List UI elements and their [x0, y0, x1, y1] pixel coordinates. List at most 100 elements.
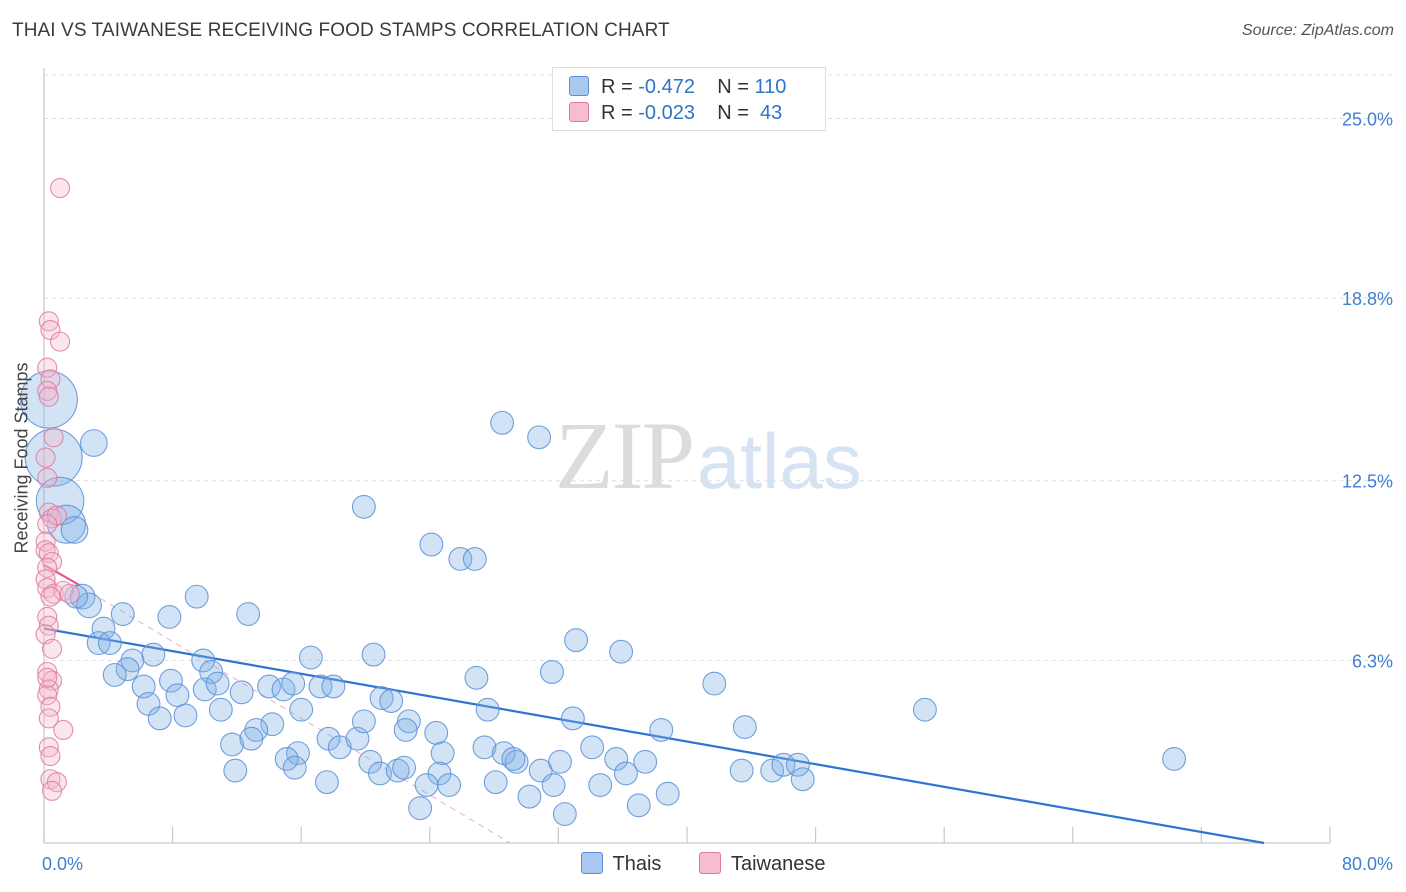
- data-point: [541, 773, 566, 797]
- series-legend: Thais Taiwanese: [0, 852, 1406, 876]
- data-point: [548, 749, 572, 774]
- data-point: [37, 685, 58, 706]
- data-point: [655, 781, 680, 806]
- data-point: [448, 547, 473, 571]
- trend-line-taiwanese: [43, 563, 80, 587]
- data-point: [64, 584, 89, 609]
- data-point: [208, 697, 233, 722]
- data-point: [369, 686, 394, 711]
- series-taiwanese: [35, 177, 80, 801]
- data-point: [424, 720, 449, 745]
- legend-item-thais[interactable]: Thais: [580, 852, 661, 876]
- data-point: [626, 793, 651, 818]
- data-point: [464, 665, 489, 690]
- data-point: [527, 425, 552, 450]
- legend-item-taiwanese[interactable]: Taiwanese: [698, 852, 825, 876]
- tick-labels: 6.3% 12.5% 18.8% 25.0% 0.0% 80.0%: [42, 109, 1393, 874]
- legend-n-value: 110: [754, 76, 787, 98]
- data-point: [430, 741, 455, 766]
- data-point: [385, 758, 410, 783]
- data-point: [260, 712, 285, 737]
- data-point: [281, 671, 306, 696]
- data-point: [351, 709, 376, 734]
- data-point: [220, 732, 245, 757]
- data-point: [97, 631, 122, 655]
- data-point: [504, 749, 529, 774]
- data-point: [490, 410, 515, 435]
- data-point: [53, 719, 74, 741]
- data-point: [46, 504, 87, 544]
- data-point: [314, 770, 339, 795]
- legend-row-thais: R = -0.472 N = 110: [569, 76, 786, 100]
- data-point: [157, 604, 182, 629]
- data-point: [35, 531, 56, 552]
- watermark: ZIPatlas: [555, 400, 862, 511]
- data-point: [159, 668, 183, 693]
- legend-swatch-thais: [569, 76, 589, 96]
- data-point: [257, 674, 281, 699]
- data-point: [38, 737, 59, 758]
- legend-n-label: N =: [717, 76, 749, 98]
- data-point: [165, 683, 190, 708]
- data-point: [192, 677, 217, 702]
- data-point: [76, 592, 102, 619]
- data-point: [37, 514, 58, 535]
- data-point: [760, 758, 785, 783]
- data-point: [475, 697, 500, 722]
- data-point: [462, 547, 487, 571]
- data-point: [184, 584, 209, 609]
- data-point: [37, 357, 58, 378]
- trend-line-thais: [43, 627, 1265, 845]
- source-label: Source: ZipAtlas.com: [1241, 22, 1394, 39]
- data-point: [38, 311, 59, 332]
- data-point: [60, 516, 89, 544]
- data-point: [912, 697, 937, 722]
- data-point: [147, 706, 172, 731]
- data-point: [40, 746, 61, 767]
- data-point: [361, 642, 386, 667]
- data-point: [38, 386, 59, 407]
- data-point: [43, 427, 64, 448]
- data-point: [327, 735, 352, 760]
- data-point: [19, 370, 78, 429]
- data-point: [37, 467, 58, 488]
- legend-swatch-thais: [580, 852, 603, 874]
- data-point: [59, 583, 80, 604]
- data-point: [239, 726, 264, 751]
- data-point: [419, 532, 444, 557]
- data-point: [141, 642, 166, 667]
- data-point: [223, 758, 248, 783]
- legend-r-label: R =: [601, 76, 633, 98]
- data-point: [501, 747, 526, 771]
- legend-swatch-taiwanese: [698, 852, 721, 874]
- data-point: [1162, 747, 1187, 771]
- data-point: [308, 674, 333, 699]
- data-point: [540, 660, 564, 684]
- data-point: [91, 616, 116, 641]
- data-point: [732, 715, 757, 740]
- data-point: [41, 638, 63, 659]
- axes: [43, 68, 1331, 844]
- legend-n-value: 43: [754, 102, 783, 124]
- data-point: [38, 708, 59, 729]
- data-point: [286, 741, 310, 766]
- y-tick-label: 6.3%: [1352, 651, 1393, 671]
- y-axis-label: Receiving Food Stamps: [11, 362, 32, 554]
- data-point: [392, 755, 417, 780]
- y-tick-label: 18.8%: [1342, 289, 1393, 309]
- watermark-zip: ZIP: [555, 402, 695, 509]
- data-points: [19, 177, 1187, 826]
- legend-r-value: -0.023: [638, 102, 695, 124]
- data-point: [613, 761, 638, 786]
- data-point: [229, 680, 254, 705]
- data-point: [483, 770, 508, 795]
- data-point: [351, 494, 376, 519]
- watermark-atlas: atlas: [697, 417, 862, 505]
- data-point: [580, 735, 605, 760]
- data-point: [379, 689, 404, 713]
- x-tick-label-max: 80.0%: [1342, 854, 1393, 874]
- data-point: [41, 780, 63, 801]
- legend-n-label: N =: [717, 102, 749, 124]
- data-point: [173, 703, 198, 728]
